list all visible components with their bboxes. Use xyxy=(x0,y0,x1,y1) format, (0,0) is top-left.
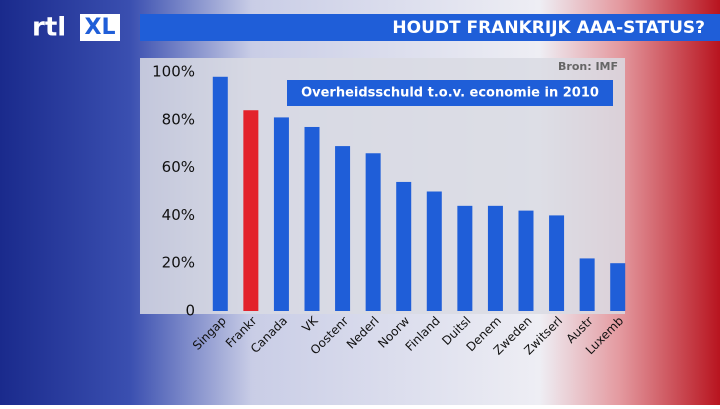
logo-box xyxy=(80,14,120,41)
bar xyxy=(549,215,565,311)
y-tick-label: 100% xyxy=(152,63,195,81)
bar xyxy=(457,205,473,311)
bar xyxy=(212,76,228,311)
bar xyxy=(487,205,503,311)
bar xyxy=(335,146,351,311)
y-tick-label: 40% xyxy=(162,206,195,224)
bar xyxy=(579,258,595,311)
subtitle: Overheidsschuld t.o.v. economie in 2010 xyxy=(301,86,599,101)
title: HOUDT FRANKRIJK AAA-STATUS? xyxy=(392,18,705,38)
bar xyxy=(426,191,442,311)
title-bar xyxy=(140,14,720,41)
bar xyxy=(518,210,534,311)
logo-rtl: rtl xyxy=(32,13,66,43)
bar xyxy=(273,117,289,311)
bar xyxy=(396,181,412,311)
bar xyxy=(304,126,320,311)
bar xyxy=(365,153,381,311)
logo-xl: XL xyxy=(85,15,116,40)
y-tick-label: 0 xyxy=(185,302,195,320)
bar xyxy=(610,263,626,311)
source: Bron: IMF xyxy=(558,60,618,73)
y-tick-label: 60% xyxy=(162,158,195,176)
y-tick-label: 20% xyxy=(162,254,195,272)
y-tick-label: 80% xyxy=(162,110,195,128)
subtitle-box xyxy=(287,80,613,106)
bar xyxy=(243,110,259,312)
